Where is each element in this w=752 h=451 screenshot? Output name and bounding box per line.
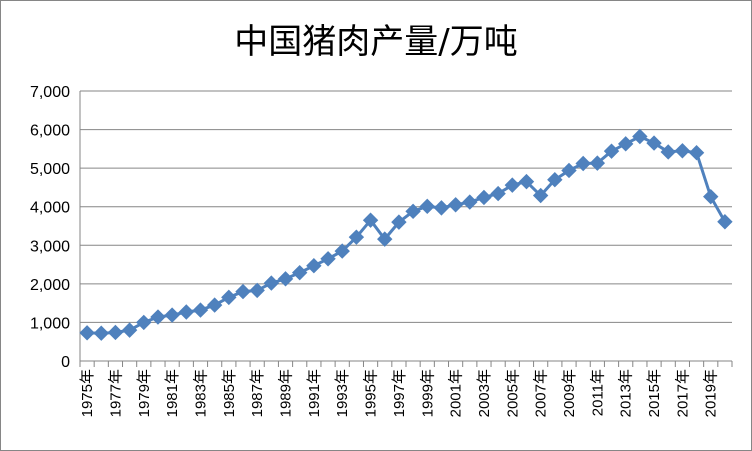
- x-tick-label: 2011年: [589, 369, 606, 416]
- x-tick-label: 1975年: [79, 369, 96, 417]
- x-tick-label: 1997年: [391, 369, 408, 417]
- data-point: [391, 214, 407, 230]
- data-point: [121, 322, 138, 338]
- data-point: [561, 162, 577, 179]
- data-point: [617, 136, 634, 152]
- data-point: [433, 200, 450, 216]
- data-point: [263, 275, 280, 291]
- data-point: [717, 214, 733, 230]
- y-tick-label: 7,000: [30, 84, 70, 101]
- y-tick-label: 6,000: [30, 123, 70, 140]
- x-tick-label: 1999年: [419, 369, 436, 417]
- data-point: [504, 177, 521, 193]
- y-tick-label: 1,000: [30, 315, 70, 332]
- data-point: [589, 155, 606, 171]
- x-tick-label: 2007年: [533, 369, 550, 417]
- data-point: [93, 325, 109, 341]
- x-tick-label: 2015年: [646, 369, 663, 417]
- x-tick-label: 2003年: [476, 369, 493, 417]
- data-point: [107, 324, 124, 341]
- x-tick-label: 2001年: [448, 369, 465, 417]
- data-point: [703, 188, 719, 205]
- data-point: [79, 325, 95, 341]
- x-tick-label: 1993年: [334, 369, 351, 417]
- data-point: [476, 189, 492, 206]
- data-point: [150, 309, 166, 325]
- data-point: [632, 128, 648, 145]
- data-point: [660, 144, 676, 160]
- x-tick-label: 2009年: [561, 369, 578, 417]
- data-point: [235, 283, 251, 300]
- data-point: [532, 187, 549, 204]
- x-tick-label: 2013年: [618, 369, 635, 417]
- data-point: [646, 135, 662, 151]
- x-tick-label: 1981年: [164, 369, 181, 417]
- y-tick-label: 4,000: [30, 200, 70, 217]
- data-point: [136, 314, 152, 331]
- data-point: [291, 264, 308, 281]
- data-point: [674, 143, 691, 159]
- x-tick-labels: 1975年 1977年 1979年 1981年 1983年 1985年 1987年 1989年…: [79, 369, 720, 417]
- data-point: [518, 173, 535, 190]
- chart-title: 中国猪肉产量/万吨: [234, 22, 518, 62]
- data-point: [277, 271, 294, 287]
- y-tick-label: 5,000: [30, 161, 70, 178]
- series-line: [87, 135, 727, 335]
- x-tick-label: 2017年: [674, 369, 691, 417]
- data-point: [405, 203, 421, 220]
- y-tick-label: 2,000: [30, 277, 70, 294]
- data-point: [575, 155, 591, 172]
- x-tick-label: 2019年: [703, 369, 720, 417]
- data-point: [490, 185, 506, 202]
- x-tick-label: 1989年: [278, 369, 295, 417]
- x-tick-label: 1995年: [363, 369, 380, 417]
- x-tick-label: 1991年: [306, 369, 323, 417]
- x-tick-label: 2005年: [504, 369, 521, 417]
- x-tick-label: 1987年: [249, 369, 266, 417]
- data-point: [206, 297, 223, 313]
- axis-layer: [79, 91, 733, 367]
- data-point: [462, 194, 478, 210]
- data-point: [334, 243, 350, 259]
- y-tick-labels: 0 1,000 2,000 3,000 4,000 5,000 6,000 7,000: [30, 84, 70, 371]
- x-tick-label: 1979年: [136, 369, 153, 417]
- x-tick-label: 1985年: [221, 369, 238, 417]
- data-point: [178, 304, 195, 320]
- x-tick-label: 1983年: [192, 369, 209, 417]
- data-point: [306, 258, 322, 274]
- y-tick-label: 0: [61, 354, 70, 371]
- y-tick-label: 3,000: [30, 238, 70, 255]
- x-tick-label: 1977年: [107, 369, 124, 417]
- data-point: [192, 302, 209, 318]
- data-point: [447, 197, 464, 213]
- data-point: [419, 198, 435, 215]
- data-point: [348, 229, 365, 245]
- data-point: [547, 172, 563, 188]
- data-point: [164, 307, 180, 323]
- data-point: [249, 282, 265, 299]
- data-point: [688, 145, 705, 161]
- series-layer: [79, 128, 733, 341]
- data-point: [221, 289, 237, 306]
- data-point: [603, 143, 620, 159]
- data-point: [320, 251, 336, 267]
- data-point: [362, 212, 379, 228]
- grid-layer: [80, 90, 732, 323]
- data-point: [377, 231, 393, 247]
